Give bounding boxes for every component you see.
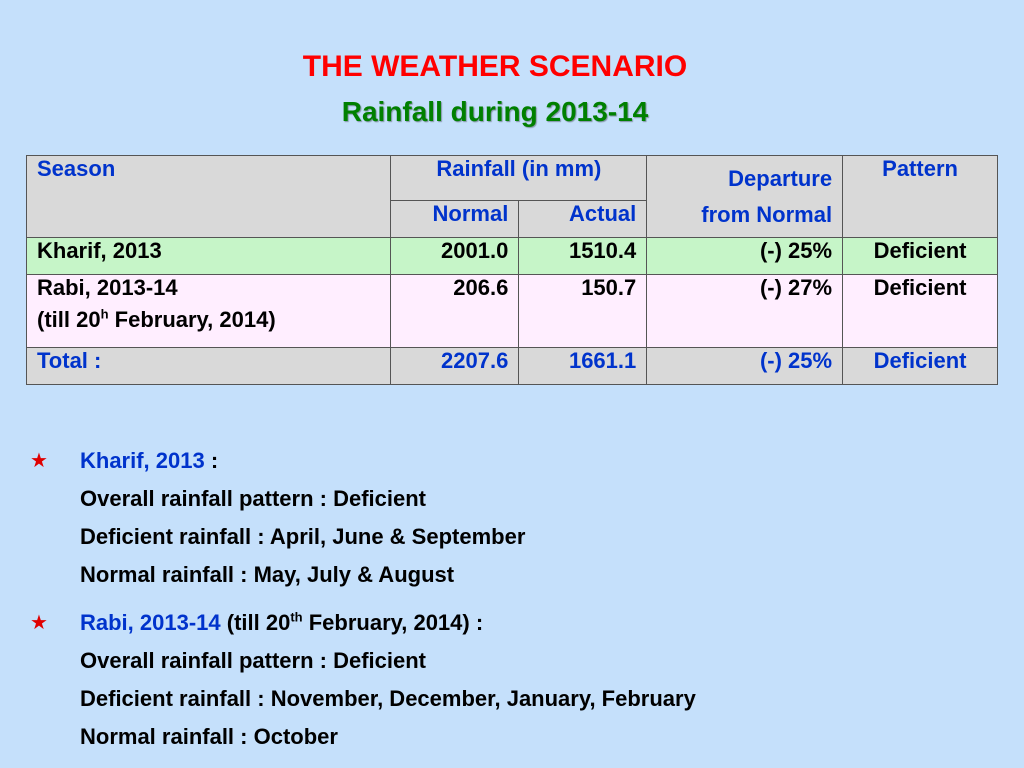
note-suffix-sup: th (290, 609, 303, 625)
season-note-pre: (till 20 (37, 307, 101, 332)
season-note-post: February, 2014) (108, 307, 276, 332)
season-note-sup: h (100, 306, 109, 322)
note-line: Deficient rainfall : November, December,… (80, 686, 696, 711)
cell-actual: 1661.1 (518, 347, 648, 385)
note-line: Normal rainfall : May, July & August (80, 562, 455, 587)
header-departure: Departure from Normal (646, 155, 844, 238)
cell-normal: 2207.6 (390, 347, 520, 385)
star-bullet-icon: ★ (30, 612, 48, 634)
table-header-row: Season Rainfall (in mm) Departure from N… (25, 155, 998, 238)
note-line: Normal rainfall : October (80, 724, 338, 749)
note-heading: Rabi, 2013-14 (till 20th February, 2014)… (80, 608, 696, 646)
cell-actual: 1510.4 (518, 237, 648, 275)
star-bullet-icon: ★ (30, 450, 48, 472)
header-actual: Actual (518, 200, 648, 238)
cell-normal: 206.6 (390, 274, 520, 348)
note-label: Rabi, 2013-14 (80, 610, 221, 635)
cell-actual: 150.7 (518, 274, 648, 348)
table-row-total: Total : 2207.6 1661.1 (-) 25% Deficient (25, 347, 998, 385)
note-line: Overall rainfall pattern : Deficient (80, 486, 426, 511)
table-subheader-row: Normal Actual (27, 200, 998, 238)
note-heading: Kharif, 2013 : (80, 446, 696, 484)
cell-departure: (-) 27% (646, 274, 844, 348)
note-suffix-pre: (till 20 (220, 610, 291, 635)
slide-title: THE WEATHER SCENARIO (302, 50, 688, 83)
cell-departure: (-) 25% (646, 237, 844, 275)
cell-pattern: Deficient (842, 237, 998, 275)
cell-season: Kharif, 2013 (25, 237, 392, 275)
cell-season: Rabi, 2013-14 (till 20h February, 2014) (25, 274, 392, 348)
header-normal: Normal (390, 200, 520, 238)
table-row-rabi: Rabi, 2013-14 (till 20h February, 2014) … (25, 274, 998, 348)
note-line: Deficient rainfall : April, June & Septe… (80, 524, 526, 549)
cell-season-note: (till 20h February, 2014) (37, 307, 380, 333)
note-label: Kharif, 2013 (80, 448, 205, 473)
cell-pattern: Deficient (842, 274, 998, 348)
header-departure-line2: from Normal (701, 201, 833, 227)
header-departure-line1: Departure (728, 165, 833, 191)
header-season: Season (25, 155, 392, 238)
note-suffix-post: February, 2014) : (302, 610, 484, 635)
header-pattern: Pattern (842, 155, 998, 238)
header-rainfall: Rainfall (in mm) (390, 155, 648, 201)
rainfall-table: Season Rainfall (in mm) Departure from N… (25, 155, 998, 385)
cell-pattern: Deficient (842, 347, 998, 385)
cell-normal: 2001.0 (390, 237, 520, 275)
note-rabi: ★ Rabi, 2013-14 (till 20th February, 201… (30, 608, 696, 760)
notes-section: ★ Kharif, 2013 : Overall rainfall patter… (30, 446, 696, 760)
slide-subtitle: Rainfall during 2013-14 (341, 96, 649, 127)
cell-season: Total : (25, 347, 392, 385)
cell-departure: (-) 25% (646, 347, 844, 385)
cell-season-main: Rabi, 2013-14 (37, 275, 178, 300)
table-row-kharif: Kharif, 2013 2001.0 1510.4 (-) 25% Defic… (25, 237, 998, 275)
note-line: Overall rainfall pattern : Deficient (80, 648, 426, 673)
note-kharif: ★ Kharif, 2013 : Overall rainfall patter… (30, 446, 696, 598)
note-suffix: : (204, 448, 219, 473)
